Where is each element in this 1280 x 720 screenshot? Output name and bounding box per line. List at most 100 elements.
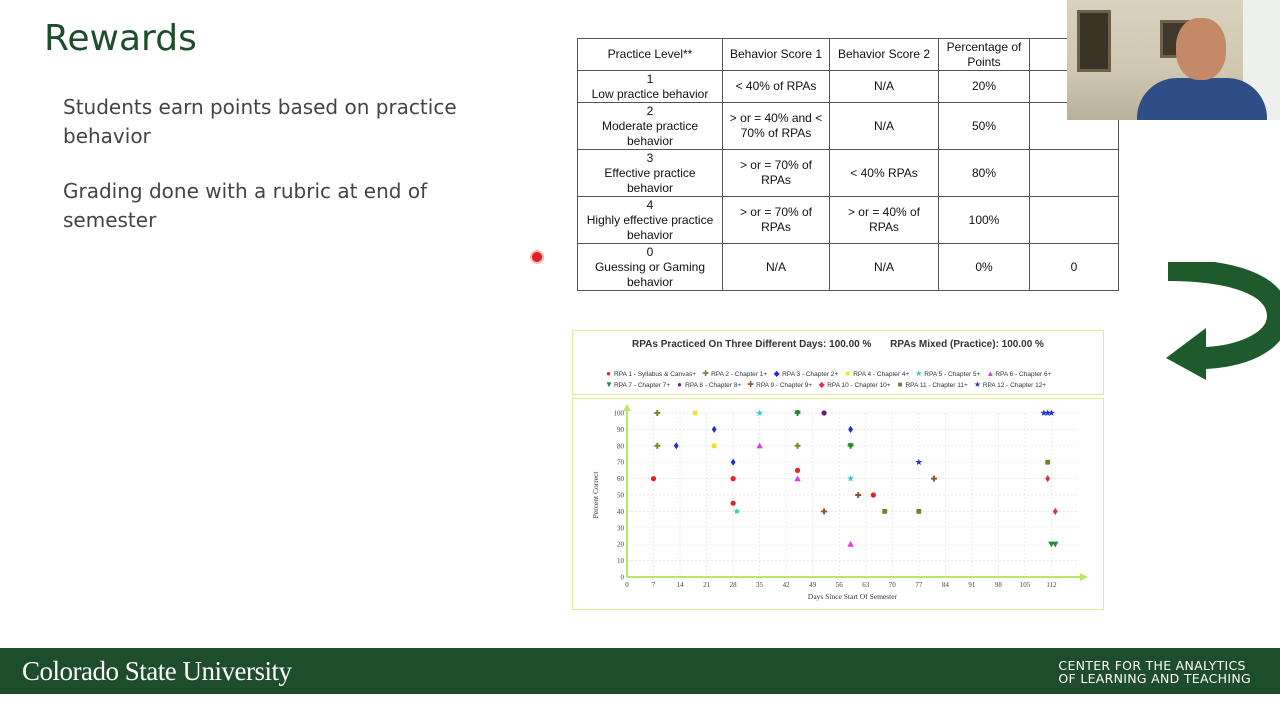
legend-marker: ✚	[747, 380, 754, 389]
x-tick-label: 14	[677, 581, 685, 589]
curved-arrow-icon	[1160, 259, 1280, 389]
x-tick-label: 35	[756, 581, 764, 589]
data-point	[794, 442, 801, 449]
csu-logo: Colorado State University	[22, 656, 292, 686]
table-cell: 0	[1029, 243, 1119, 291]
data-point	[673, 442, 679, 450]
data-point	[847, 443, 854, 449]
data-point	[847, 475, 855, 482]
legend-label: RPA 11 - Chapter 11+	[905, 382, 968, 389]
legend-marker: ●	[606, 369, 611, 378]
legend-item: ✚ RPA 9 - Chapter 9+	[747, 380, 812, 391]
data-point	[882, 509, 888, 514]
scatter-chart: 0 10 20 30 40 50 60 70 80 90 100 0 7 14 21 28 35 42 49 56 63…	[572, 398, 1104, 610]
legend-label: RPA 7 - Chapter 7+	[614, 382, 671, 389]
x-tick-label: 63	[862, 581, 870, 589]
data-point	[711, 443, 717, 449]
table-cell: < 40% of RPAs	[722, 70, 830, 103]
data-point	[730, 500, 736, 506]
footer-banner: Colorado State University CENTER FOR THE…	[0, 648, 1280, 694]
legend-item: ◆ RPA 10 - Chapter 10+	[818, 380, 891, 391]
table-cell: 100%	[938, 196, 1030, 244]
table-cell: 1 Low practice behavior	[577, 70, 723, 103]
scatter-chart-svg: 0 10 20 30 40 50 60 70 80 90 100 0 7 14 21 28 35 42 49 56 63…	[591, 404, 1088, 601]
table-header-row: Practice Level** Behavior Score 1 Behavi…	[577, 38, 1119, 71]
y-tick-label: 30	[617, 524, 625, 532]
y-tick-label: 20	[617, 541, 625, 549]
data-point	[1045, 459, 1051, 465]
legend-item: ▲RPA 6 - Chapter 6+	[986, 369, 1051, 380]
bottom-strip	[0, 694, 1280, 720]
x-tick-label: 56	[836, 581, 844, 589]
legend-item: ■ RPA 4 - Chapter 4+	[844, 369, 909, 380]
center-name: CENTER FOR THE ANALYTICS OF LEARNING AND…	[1058, 659, 1251, 685]
header-behavior-score-2: Behavior Score 2	[829, 38, 939, 71]
data-point	[847, 541, 854, 547]
data-point	[848, 425, 854, 433]
legend-marker: ✚	[702, 369, 709, 378]
x-axis-label: Days Since Start Of Semester	[808, 592, 898, 601]
legend-marker: ■	[897, 380, 903, 389]
y-tick-label: 100	[614, 410, 625, 418]
legend-item: ■ RPA 11 - Chapter 11+	[896, 380, 968, 391]
data-point	[794, 410, 801, 417]
legend-marker: ●	[677, 380, 682, 389]
data-point	[915, 458, 923, 466]
data-point	[711, 425, 717, 433]
practice-rubric-table: Practice Level** Behavior Score 1 Behavi…	[577, 38, 1119, 291]
legend-marker: ▼	[605, 380, 613, 389]
legend-item: ★ RPA 12 - Chapter 12+	[974, 380, 1046, 391]
practice-stats: RPAs Practiced On Three Different Days: …	[573, 339, 1103, 350]
x-tick-label: 42	[783, 581, 791, 589]
data-point	[756, 409, 764, 416]
legend-item: ◆ RPA 3 - Chapter 2+	[773, 369, 839, 380]
x-tick-label: 91	[968, 581, 976, 589]
data-point	[870, 492, 876, 498]
x-tick-label: 84	[942, 581, 950, 589]
data-point	[1052, 541, 1059, 548]
y-tick-label: 70	[617, 459, 625, 467]
legend-item: ✚ RPA 2 - Chapter 1+	[702, 369, 767, 380]
data-point	[730, 458, 736, 466]
table-row: 2 Moderate practice behavior > or = 40% a…	[577, 102, 1119, 150]
table-cell: > or = 70% of RPAs	[722, 196, 830, 244]
stat-three-days: RPAs Practiced On Three Different Days: …	[632, 339, 872, 350]
x-tick-label: 112	[1046, 581, 1057, 589]
data-point	[692, 410, 698, 416]
x-tick-label: 49	[809, 581, 817, 589]
legend-item: ● RPA 8 - Chapter 8+	[676, 380, 741, 391]
data-point	[1052, 507, 1058, 515]
legend-label: RPA 4 - Chapter 4+	[853, 371, 910, 378]
data-point	[821, 410, 827, 416]
table-cell: N/A	[722, 243, 830, 291]
y-tick-label: 50	[617, 492, 625, 500]
table-cell	[1029, 196, 1119, 244]
legend-marker: ◆	[818, 380, 825, 389]
presenter-webcam-video	[1067, 0, 1280, 120]
y-tick-label: 60	[617, 475, 625, 483]
x-tick-label: 7	[652, 581, 656, 589]
legend-label: RPA 12 - Chapter 12+	[982, 382, 1047, 389]
data-point	[916, 509, 922, 514]
legend-item: ▼RPA 7 - Chapter 7+	[605, 380, 670, 391]
table-row: 1 Low practice behavior < 40% of RPAs N/A 2…	[577, 70, 1119, 103]
chart-legend: ● RPA 1 - Syllabus & Canvas+ ✚ RPA 2 - Chap…	[605, 369, 1075, 391]
data-point	[730, 476, 736, 482]
table-cell	[1029, 149, 1119, 197]
table-cell: 0%	[938, 243, 1030, 291]
x-tick-label: 105	[1020, 581, 1031, 589]
legend-label: RPA 1 - Syllabus & Canvas+	[614, 371, 697, 378]
table-cell: > or = 40% and < 70% of RPAs	[722, 102, 830, 150]
legend-label: RPA 5 - Chapter 5+	[924, 371, 981, 378]
x-tick-label: 77	[915, 581, 923, 589]
center-name-line2: OF LEARNING AND TEACHING	[1058, 671, 1251, 686]
data-point	[654, 410, 661, 416]
legend-label: RPA 2 - Chapter 1+	[711, 371, 768, 378]
y-tick-label: 0	[621, 574, 625, 582]
data-point	[794, 467, 801, 473]
y-tick-label: 90	[617, 426, 625, 434]
table-cell: 80%	[938, 149, 1030, 197]
legend-marker: ★	[973, 380, 981, 389]
table-cell: 50%	[938, 102, 1030, 150]
data-point	[930, 475, 937, 482]
